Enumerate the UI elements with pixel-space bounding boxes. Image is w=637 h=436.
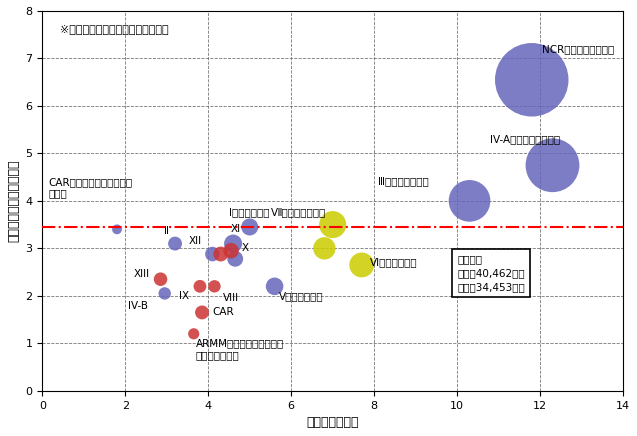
Point bbox=[269, 283, 280, 290]
Text: ※バブルの大きさは総消費額に対応: ※バブルの大きさは総消費額に対応 bbox=[60, 24, 168, 34]
Text: VIII: VIII bbox=[223, 293, 239, 303]
Text: XI: XI bbox=[231, 224, 241, 234]
Text: IV-A（カラバルソン）: IV-A（カラバルソン） bbox=[490, 134, 561, 144]
Point bbox=[230, 255, 240, 262]
Text: IX: IX bbox=[180, 291, 190, 301]
Text: Ⅶ（中央ビサヤ）: Ⅶ（中央ビサヤ） bbox=[271, 208, 326, 218]
Point bbox=[155, 276, 166, 283]
Point bbox=[319, 245, 329, 252]
Point bbox=[210, 283, 220, 290]
Point bbox=[226, 247, 236, 254]
Point bbox=[464, 198, 475, 204]
Point bbox=[215, 251, 225, 258]
Point bbox=[195, 283, 205, 290]
Point bbox=[189, 330, 199, 337]
Text: NCR（マニラ首都圈）: NCR（マニラ首都圈） bbox=[542, 44, 614, 54]
Point bbox=[197, 309, 207, 316]
Text: ARMM（ムスリム・ミンダ
ナオ自治地域）: ARMM（ムスリム・ミンダ ナオ自治地域） bbox=[196, 338, 284, 360]
Point bbox=[547, 162, 557, 169]
Point bbox=[245, 224, 255, 231]
Point bbox=[228, 240, 238, 247]
Text: I（イロコス）: I（イロコス） bbox=[229, 208, 269, 218]
Text: VI（西ビサヤ）: VI（西ビサヤ） bbox=[370, 258, 418, 268]
Text: 全国平均
所得：40,462ペソ
消費：34,453ペソ: 全国平均 所得：40,462ペソ 消費：34,453ペソ bbox=[457, 254, 526, 292]
Point bbox=[357, 262, 367, 269]
Text: IV-B: IV-B bbox=[128, 300, 148, 310]
X-axis label: 人口（百万人）: 人口（百万人） bbox=[306, 416, 359, 429]
Point bbox=[527, 76, 537, 83]
Text: X: X bbox=[241, 243, 248, 253]
Point bbox=[170, 240, 180, 247]
Point bbox=[327, 221, 338, 228]
Text: XIII: XIII bbox=[134, 269, 150, 279]
Text: V（ビコール）: V（ビコール） bbox=[279, 291, 324, 301]
Y-axis label: 平均個人消費（万ペソ）: 平均個人消費（万ペソ） bbox=[7, 160, 20, 242]
Text: XII: XII bbox=[189, 236, 202, 246]
Text: Ⅱ: Ⅱ bbox=[164, 226, 169, 236]
Point bbox=[160, 290, 170, 297]
Point bbox=[207, 251, 217, 258]
Point bbox=[112, 226, 122, 233]
Text: CAR（コルディリェラ行政
地域）: CAR（コルディリェラ行政 地域） bbox=[48, 177, 132, 198]
Text: Ⅲ（中央ルソン）: Ⅲ（中央ルソン） bbox=[378, 177, 429, 187]
Text: CAR: CAR bbox=[212, 307, 234, 317]
